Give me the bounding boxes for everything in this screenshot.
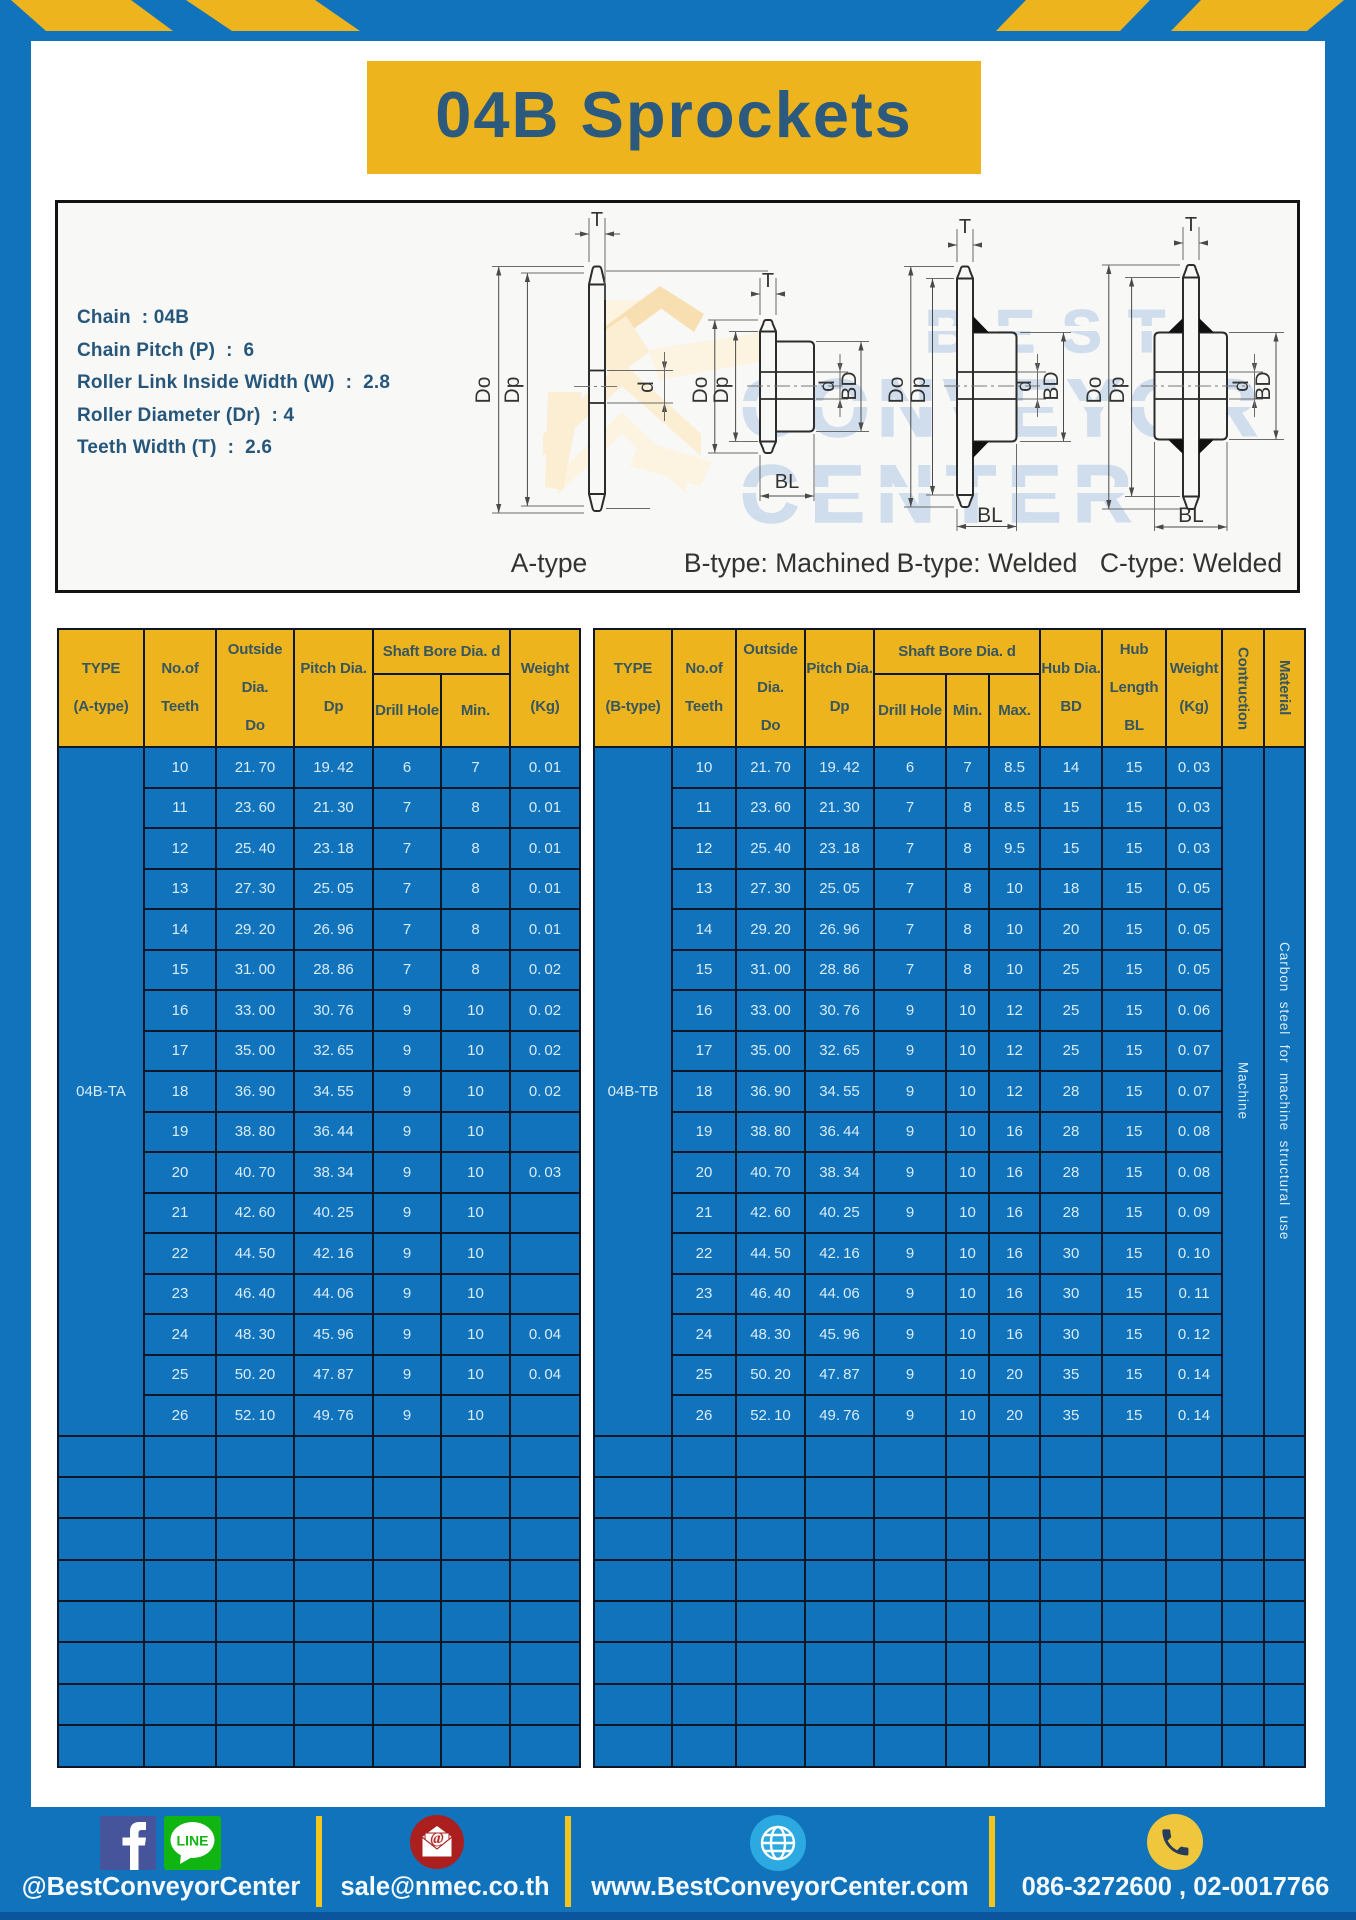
svg-text:d: d: [816, 380, 839, 392]
svg-text:Do: Do: [689, 377, 712, 404]
svg-text:d: d: [1013, 380, 1036, 392]
svg-text:T: T: [762, 270, 774, 292]
svg-text:A-type: A-type: [511, 548, 588, 578]
svg-text:d: d: [1230, 380, 1253, 392]
svg-text:Do: Do: [472, 377, 495, 404]
svg-text:B-type: Welded: B-type: Welded: [897, 548, 1078, 578]
svg-text:BL: BL: [775, 471, 799, 493]
svg-text:Do: Do: [885, 377, 908, 404]
svg-text:Dp: Dp: [501, 377, 524, 404]
svg-text:BL: BL: [1178, 504, 1204, 527]
svg-text:T: T: [1185, 214, 1197, 236]
svg-text:BD: BD: [838, 371, 861, 400]
svg-text:LINE: LINE: [177, 1833, 209, 1849]
svg-text:Do: Do: [1083, 377, 1106, 404]
svg-text:Dp: Dp: [710, 377, 733, 404]
svg-text:T: T: [591, 209, 603, 231]
svg-text:C-type: Welded: C-type: Welded: [1100, 548, 1282, 578]
svg-text:T: T: [959, 216, 971, 238]
svg-text:Dp: Dp: [907, 377, 930, 404]
svg-text:@: @: [430, 1830, 443, 1847]
svg-text:B-type: Machined: B-type: Machined: [684, 548, 890, 578]
svg-text:BL: BL: [977, 504, 1003, 527]
svg-text:Dp: Dp: [1106, 377, 1129, 404]
svg-text:d: d: [635, 381, 658, 393]
svg-text:BD: BD: [1252, 371, 1275, 400]
svg-text:BD: BD: [1040, 371, 1063, 400]
